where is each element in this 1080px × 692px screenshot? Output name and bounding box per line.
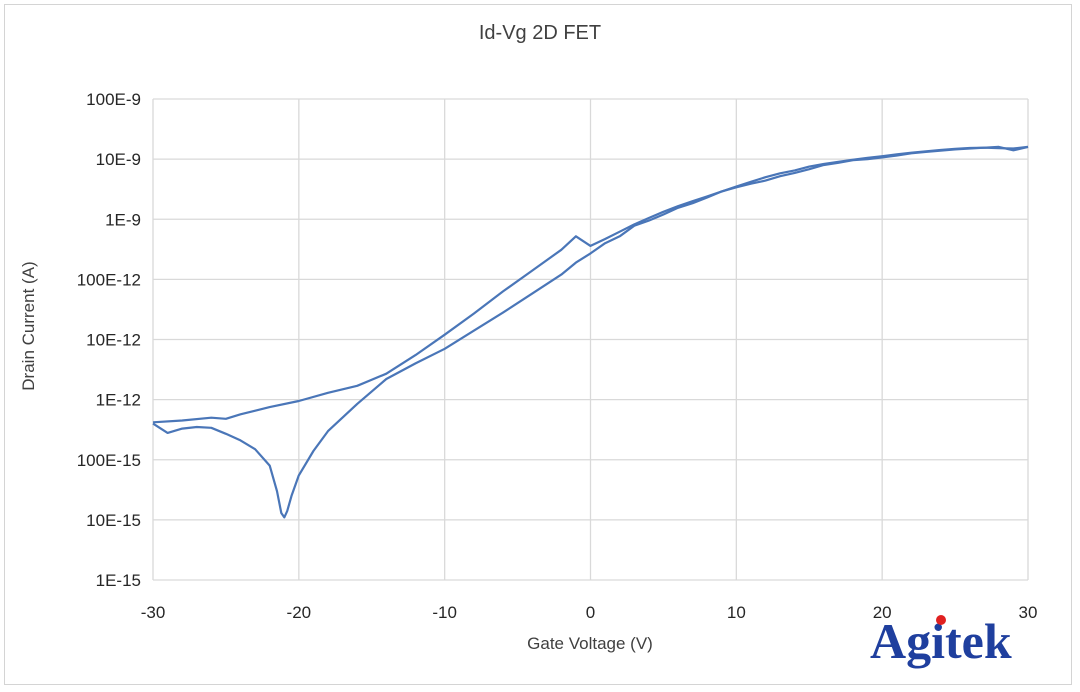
x-tick-labels: -30 -20 -10 0 10 20 30	[141, 603, 1038, 622]
x-tick-label: 10	[727, 603, 746, 622]
x-tick-label: -30	[141, 603, 166, 622]
y-tick-label: 10E-15	[86, 511, 141, 530]
y-tick-label: 10E-9	[96, 150, 141, 169]
x-tick-label: 20	[873, 603, 892, 622]
chart-frame	[4, 4, 1072, 685]
x-axis-label: Gate Voltage (V)	[527, 634, 653, 653]
agitek-logo: Agitek	[870, 613, 1012, 669]
y-tick-label: 1E-9	[105, 210, 141, 229]
x-tick-label: -10	[432, 603, 457, 622]
grid-lines	[152, 98, 1029, 581]
y-tick-label: 100E-9	[86, 90, 141, 109]
series-line-1	[152, 145, 1029, 519]
series-line-2	[152, 145, 1029, 424]
y-tick-label: 10E-12	[86, 331, 141, 350]
y-tick-label: 1E-15	[96, 571, 141, 590]
x-tick-label: 0	[586, 603, 595, 622]
y-tick-labels: 1E-15 10E-15 100E-15 1E-12 10E-12 100E-12 1E-9…	[77, 90, 141, 590]
x-tick-label: -20	[287, 603, 312, 622]
y-tick-label: 100E-12	[77, 270, 141, 289]
logo-red-dot	[936, 615, 946, 625]
y-tick-label: 100E-15	[77, 451, 141, 470]
chart-title: Id-Vg 2D FET	[478, 22, 602, 44]
y-tick-label: 1E-12	[96, 391, 141, 410]
x-tick-label: 30	[1019, 603, 1038, 622]
data-lines	[152, 145, 1029, 519]
